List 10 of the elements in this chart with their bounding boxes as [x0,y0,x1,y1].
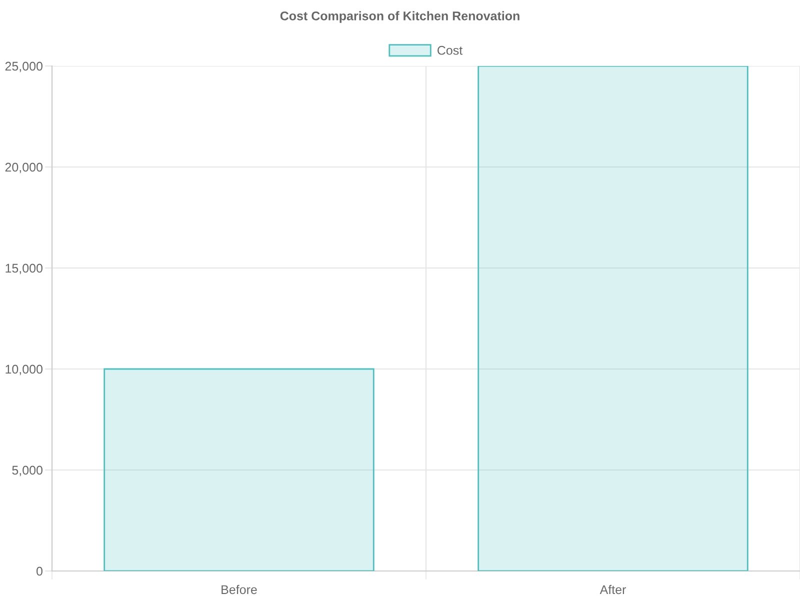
y-tick-label: 15,000 [6,264,42,274]
y-tick-label: 25,000 [5,62,42,72]
y-tick-label: 10,000 [6,364,42,376]
chart-title: Cost Comparison of Kitchen Renovation [280,11,520,23]
legend-label: Cost [438,46,463,55]
x-tick-label: Before [222,584,257,594]
y-tick-label: 5,000 [12,466,42,476]
y-tick-label: 0 [36,566,42,576]
x-tick-label: After [600,584,626,594]
y-tick-label: 20,000 [5,162,42,174]
